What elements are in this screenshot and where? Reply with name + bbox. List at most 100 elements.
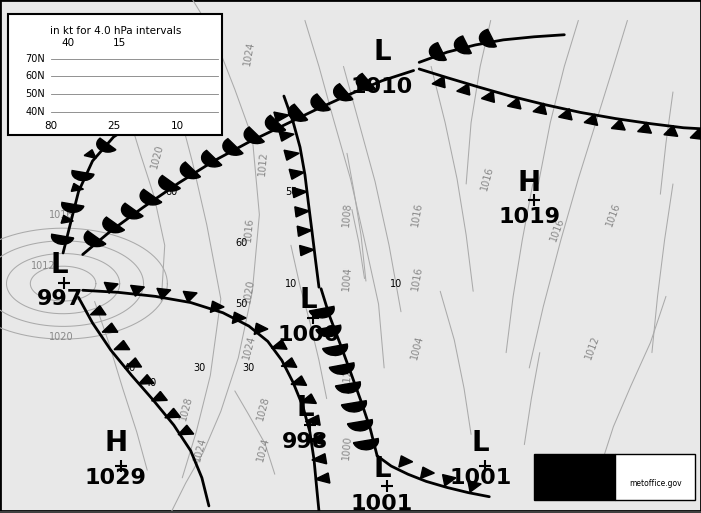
- Polygon shape: [151, 391, 168, 401]
- Wedge shape: [223, 139, 243, 155]
- Polygon shape: [399, 456, 413, 467]
- Wedge shape: [316, 325, 341, 337]
- Polygon shape: [165, 408, 181, 418]
- Text: 50: 50: [285, 187, 297, 196]
- Polygon shape: [312, 453, 327, 464]
- Text: metoffice.gov: metoffice.gov: [629, 479, 682, 488]
- Text: 1016: 1016: [410, 202, 424, 228]
- Wedge shape: [430, 43, 447, 61]
- Polygon shape: [533, 103, 547, 114]
- Polygon shape: [468, 481, 481, 492]
- Text: 1000: 1000: [278, 325, 339, 345]
- Wedge shape: [103, 217, 125, 233]
- Text: 1028: 1028: [255, 396, 271, 422]
- Polygon shape: [116, 127, 128, 135]
- Polygon shape: [421, 467, 435, 479]
- Polygon shape: [306, 415, 320, 425]
- Wedge shape: [334, 84, 353, 101]
- Text: 1004: 1004: [409, 334, 425, 361]
- Text: 70N: 70N: [25, 54, 45, 64]
- Text: L: L: [299, 286, 318, 314]
- Polygon shape: [690, 129, 701, 140]
- Text: L: L: [373, 455, 391, 483]
- Text: 30: 30: [243, 363, 255, 373]
- Text: 1010: 1010: [351, 77, 413, 97]
- Bar: [8, 14, 222, 135]
- Wedge shape: [202, 150, 222, 167]
- Text: 997: 997: [36, 289, 83, 309]
- Polygon shape: [638, 122, 651, 133]
- Polygon shape: [611, 119, 625, 130]
- Text: 1001: 1001: [351, 494, 413, 513]
- Wedge shape: [309, 306, 334, 318]
- Text: 1016: 1016: [410, 266, 424, 291]
- Polygon shape: [102, 323, 118, 332]
- Polygon shape: [584, 114, 597, 125]
- Polygon shape: [308, 435, 323, 445]
- Wedge shape: [288, 104, 308, 121]
- Text: L: L: [50, 250, 69, 279]
- Text: 1004: 1004: [341, 266, 353, 291]
- Polygon shape: [508, 98, 521, 109]
- Wedge shape: [329, 363, 354, 374]
- Text: 1024: 1024: [192, 437, 207, 463]
- Polygon shape: [157, 288, 171, 299]
- Wedge shape: [336, 382, 360, 393]
- Text: 1019: 1019: [498, 207, 560, 227]
- Wedge shape: [121, 203, 143, 219]
- Polygon shape: [148, 104, 160, 112]
- Text: 1001: 1001: [449, 468, 511, 488]
- Polygon shape: [442, 475, 456, 486]
- Polygon shape: [457, 84, 470, 95]
- Wedge shape: [84, 231, 106, 247]
- Polygon shape: [295, 207, 309, 217]
- Text: L: L: [471, 429, 489, 458]
- Text: 1020: 1020: [242, 278, 256, 304]
- Wedge shape: [266, 115, 285, 132]
- Polygon shape: [183, 291, 197, 302]
- Text: 40: 40: [123, 363, 136, 373]
- Text: 1016: 1016: [604, 202, 622, 228]
- Text: 1024: 1024: [193, 41, 207, 67]
- Polygon shape: [315, 473, 330, 483]
- Polygon shape: [126, 358, 142, 367]
- Text: 1008: 1008: [341, 202, 353, 227]
- Wedge shape: [72, 170, 94, 181]
- Text: 60: 60: [236, 238, 248, 248]
- Wedge shape: [62, 203, 84, 212]
- Text: 10: 10: [285, 279, 297, 289]
- Text: 1012: 1012: [341, 368, 353, 393]
- Text: 1016: 1016: [50, 210, 74, 220]
- Text: 10: 10: [171, 121, 184, 131]
- Polygon shape: [284, 150, 299, 160]
- Polygon shape: [432, 76, 445, 88]
- Polygon shape: [72, 184, 83, 191]
- Text: H: H: [518, 169, 540, 197]
- Text: 1016: 1016: [128, 94, 146, 121]
- Text: 1016: 1016: [548, 216, 566, 243]
- Text: 60N: 60N: [25, 71, 45, 82]
- Polygon shape: [210, 301, 224, 312]
- Polygon shape: [559, 109, 572, 120]
- Text: 1016: 1016: [243, 218, 255, 243]
- Polygon shape: [482, 91, 494, 103]
- Text: 25: 25: [108, 121, 121, 131]
- Wedge shape: [180, 162, 200, 179]
- Polygon shape: [292, 187, 307, 198]
- Text: 80: 80: [45, 121, 57, 131]
- Text: 40: 40: [144, 378, 157, 388]
- Polygon shape: [90, 306, 106, 315]
- Text: 1029: 1029: [85, 468, 147, 488]
- Polygon shape: [232, 312, 246, 324]
- Polygon shape: [297, 226, 312, 236]
- Text: 1012: 1012: [583, 334, 601, 361]
- Wedge shape: [454, 36, 471, 54]
- Bar: [615, 454, 695, 500]
- Text: 50: 50: [236, 299, 248, 309]
- Text: 40: 40: [62, 38, 75, 48]
- Wedge shape: [356, 73, 376, 90]
- Text: 1028: 1028: [178, 396, 193, 422]
- Text: 1020: 1020: [150, 143, 165, 169]
- Polygon shape: [114, 341, 130, 350]
- Text: 1024: 1024: [241, 334, 257, 361]
